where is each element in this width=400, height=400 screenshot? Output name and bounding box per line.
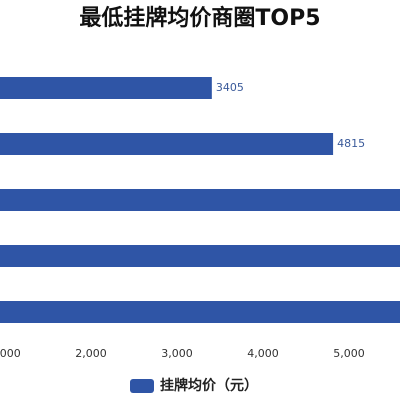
x-tick-label: 1,000: [0, 347, 21, 360]
bar: [0, 77, 212, 99]
bar: [0, 301, 400, 323]
x-tick-label: 2,000: [75, 347, 107, 360]
legend-swatch: [130, 379, 154, 393]
x-tick-label: 3,000: [161, 347, 193, 360]
bar: [0, 245, 400, 267]
legend-label: 挂牌均价（元）: [160, 377, 258, 394]
bar: [0, 133, 334, 155]
x-tick-label: 5,000: [333, 347, 365, 360]
bar: [0, 189, 400, 211]
x-tick-label: 4,000: [247, 347, 279, 360]
value-label: 3405: [216, 81, 244, 94]
chart-title: 最低挂牌均价商圈TOP5: [79, 5, 320, 31]
value-label: 4815: [337, 137, 365, 150]
